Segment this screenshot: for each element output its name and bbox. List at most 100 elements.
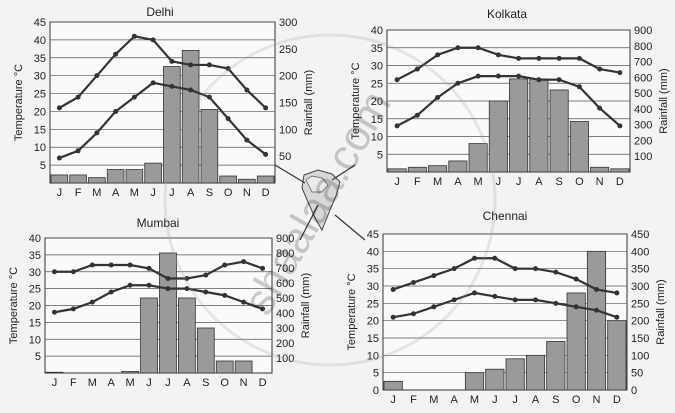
y2-tick-label: 50 (631, 368, 643, 380)
y2-tick-label: 200 (279, 71, 297, 83)
rainfall-bar (215, 360, 234, 374)
max-temp-point (597, 66, 603, 72)
y2-tick-label: 500 (276, 293, 294, 305)
max-temp-point (244, 87, 250, 93)
y-tick-label: 20 (371, 96, 383, 108)
max-temp-point (492, 255, 498, 261)
y-tick-label: 10 (34, 142, 46, 154)
rainfall-bar (121, 371, 139, 374)
y-tick-label: 30 (367, 281, 379, 293)
plot-frame (382, 233, 628, 391)
min-temp-point (169, 83, 175, 89)
max-temp-point (165, 276, 171, 281)
rainfall-bar (50, 174, 69, 184)
min-temp-point (222, 292, 228, 298)
max-temp-point (241, 259, 247, 265)
min-temp-point (617, 123, 623, 129)
rainfall-bar (45, 371, 64, 374)
y2-tick-label: 400 (631, 246, 649, 258)
min-temp-point (556, 77, 562, 83)
rainfall-bar (407, 166, 427, 173)
month-tick-label: J (516, 176, 522, 188)
rainfall-bar (234, 360, 253, 374)
y2-tick-label: 600 (276, 278, 294, 290)
y-tick-label: 20 (34, 106, 46, 118)
max-temp-point (533, 266, 538, 272)
max-temp-point (553, 269, 559, 275)
rainfall-bar (159, 252, 177, 374)
rainfall-bar (525, 354, 546, 391)
month-tick-label: A (183, 377, 191, 389)
max-temp-point (536, 55, 542, 61)
y2-tick-label: 150 (279, 98, 297, 110)
max-temp-point (108, 262, 114, 268)
min-temp-point (263, 151, 269, 157)
min-temp-point (516, 73, 522, 79)
y-tick-label: 40 (34, 35, 46, 47)
y2-tick-label: 800 (276, 248, 294, 260)
month-tick-label: J (496, 176, 502, 188)
chart-title: Delhi (146, 5, 173, 19)
y-tick-label: 35 (367, 264, 379, 276)
min-temp-point (75, 148, 81, 154)
y-tick-label: 45 (34, 17, 46, 29)
y2-axis-label: Rainfall (mm) (655, 279, 667, 344)
y-tick-label: 20 (29, 301, 41, 313)
y-axis-label: Temperature °C (8, 267, 20, 344)
month-tick-label: D (616, 176, 624, 188)
month-tick-label: O (575, 176, 584, 188)
max-temp-point (188, 62, 194, 68)
y2-tick-label: 200 (276, 338, 294, 350)
rainfall-bar (505, 358, 525, 391)
rainfall-bar (610, 168, 630, 173)
y2-tick-label: 0 (631, 385, 637, 397)
min-temp-point (241, 299, 247, 305)
rainfall-bar (546, 341, 566, 391)
y-tick-label: 40 (371, 25, 383, 37)
min-temp-point (390, 314, 396, 320)
month-tick-label: F (414, 176, 421, 188)
y-tick-label: 35 (371, 43, 383, 55)
min-temp-point (146, 282, 152, 288)
month-tick-label: D (262, 187, 270, 199)
min-temp-point (165, 286, 171, 292)
max-temp-line (58, 35, 267, 109)
rainfall-bar (144, 162, 162, 184)
min-temp-line (396, 75, 621, 127)
min-temp-point (576, 84, 582, 90)
min-temp-point (260, 306, 266, 312)
max-temp-point (475, 45, 481, 51)
min-temp-line (54, 284, 263, 314)
y-tick-label: 5 (35, 351, 41, 363)
y-tick-label: 15 (34, 124, 46, 136)
y2-axis-label: Rainfall (mm) (303, 70, 315, 135)
min-temp-line (58, 81, 267, 159)
max-temp-line (54, 260, 263, 280)
min-temp-point (512, 297, 518, 303)
rainfall-bar (607, 320, 627, 391)
y2-tick-label: 100 (279, 124, 297, 136)
y2-tick-label: 200 (631, 316, 649, 328)
rainfall-bar (125, 169, 144, 184)
y2-tick-label: 800 (634, 41, 652, 53)
max-temp-point (75, 94, 81, 100)
min-temp-point (431, 304, 437, 310)
max-temp-line (392, 257, 618, 295)
y2-tick-label: 100 (634, 151, 652, 163)
chart-title: Chennai (483, 209, 528, 223)
y-tick-label: 5 (377, 149, 383, 161)
chart-title: Mumbai (137, 216, 180, 230)
plot-frame (49, 21, 276, 184)
rainfall-bar (488, 100, 508, 173)
y-tick-label: 35 (34, 53, 46, 65)
max-temp-point (222, 262, 228, 268)
rainfall-bar (468, 143, 488, 173)
month-tick-label: J (165, 377, 171, 389)
y2-tick-label: 200 (634, 135, 652, 147)
india-map-icon (301, 169, 341, 232)
max-temp-point (146, 265, 152, 271)
month-tick-label: N (240, 377, 248, 389)
max-temp-point (150, 37, 156, 43)
min-temp-point (89, 299, 95, 305)
min-temp-point (492, 293, 498, 299)
